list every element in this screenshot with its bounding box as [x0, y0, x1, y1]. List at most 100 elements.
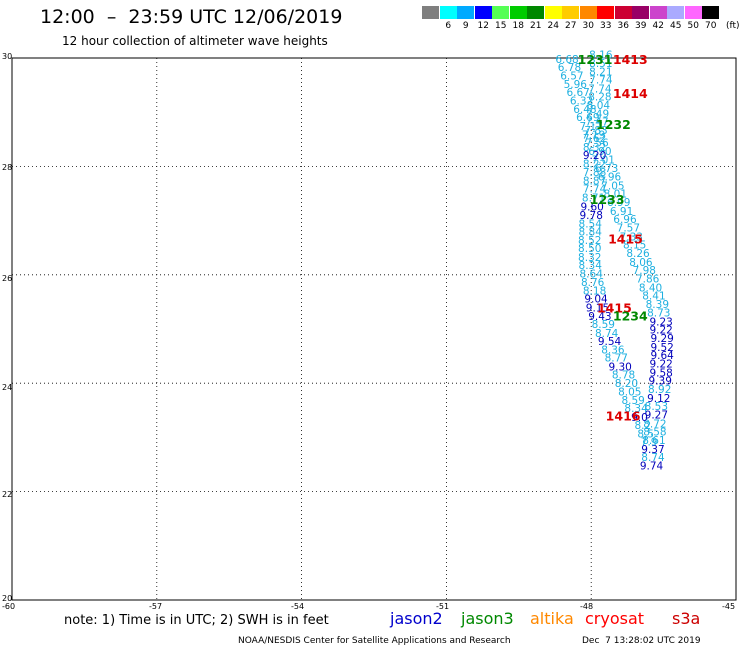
- x-tick-label: -51: [436, 602, 450, 611]
- pass-number-label: 1233: [590, 192, 625, 207]
- swh-value-label: 7.57: [617, 223, 640, 235]
- colorbar-swatch: [579, 6, 597, 19]
- swh-value-label: 6.69: [576, 112, 599, 124]
- pass-number-label: 1413: [613, 52, 648, 67]
- pass-number-label: 1415: [608, 231, 643, 246]
- colorbar-label: 6: [445, 21, 452, 31]
- swh-value-label: 9.15: [586, 302, 609, 314]
- colorbar-unit: (ft): [726, 21, 740, 31]
- swh-value-label: 7.74: [588, 83, 612, 95]
- swh-value-label: 9.54: [598, 336, 622, 348]
- swh-value-label: 7.01: [592, 154, 615, 166]
- swh-value-label: 9.30: [608, 361, 631, 373]
- swh-value-label: 8.74: [595, 328, 619, 340]
- colorbar-swatch: [562, 6, 579, 19]
- swh-value-label: 9.58: [649, 367, 672, 379]
- swh-value-label: 8.04: [587, 100, 611, 112]
- swh-value-label: 8.59: [621, 395, 644, 407]
- pass-number-label: 1234: [613, 308, 648, 323]
- swh-value-label: 7.88: [583, 167, 606, 179]
- altimeter-map: 6.686.786.575.966.676.326.486.697.177.19…: [11, 50, 737, 601]
- y-tick-label: 24: [2, 383, 13, 392]
- pass-number-label: 1231: [578, 52, 613, 67]
- swh-value-label: 8.64: [580, 269, 604, 281]
- footnote: note: 1) Time is in UTC; 2) SWH is in fe…: [64, 613, 329, 628]
- swh-value-label: 9.22: [649, 359, 672, 371]
- swh-value-label: 8.84: [579, 226, 603, 238]
- swh-value-label: 9.78: [580, 210, 603, 222]
- swh-value-label: 8.40: [639, 282, 662, 294]
- map-frame: [11, 57, 737, 601]
- colorbar-swatch: [474, 6, 492, 19]
- y-tick-label: 20: [2, 594, 13, 603]
- colorbar-label: 18: [512, 21, 524, 31]
- colorbar-label: 42: [652, 21, 664, 31]
- swh-value-label: 7.9: [641, 437, 658, 449]
- swh-value-label: 9.27: [645, 410, 668, 422]
- swh-value-label: 8.5: [637, 429, 654, 441]
- swh-value-label: 6.73: [595, 163, 618, 175]
- colorbar-swatch: [527, 6, 544, 19]
- swh-value-label: 6.67: [566, 87, 589, 99]
- legend-cryosat: cryosat: [585, 609, 645, 628]
- swh-value-label: 8.22: [583, 159, 606, 171]
- swh-value-label: 8.32: [578, 252, 601, 264]
- swh-value-label: 7.98: [633, 265, 656, 277]
- pass-number-label: 1415: [597, 300, 632, 315]
- swh-value-label: 7.47: [585, 116, 608, 128]
- swh-value-label: 6.57: [560, 70, 583, 82]
- swh-value-label: 8.78: [612, 370, 635, 382]
- colorbar-swatch: [702, 6, 719, 19]
- swh-value-label: 7.33: [620, 231, 643, 243]
- swh-value-label: 6.99: [607, 197, 630, 209]
- swh-value-label: 7.74: [589, 75, 613, 87]
- legend-jason2: jason2: [390, 609, 443, 628]
- x-tick-label: -48: [580, 602, 594, 611]
- swh-value-label: 8.28: [588, 91, 611, 103]
- colorbar-swatch: [544, 6, 562, 19]
- swh-value-label: 8.50: [578, 243, 601, 255]
- y-tick-label: 28: [2, 163, 13, 172]
- pass-number-label: 1414: [613, 86, 648, 101]
- swh-value-label: 8.34: [624, 403, 648, 415]
- x-tick-label: -60: [2, 602, 16, 611]
- swh-value-label: 9.22: [649, 325, 672, 337]
- colorbar-label: 12: [477, 21, 489, 31]
- swh-value-label: 8.73: [647, 308, 670, 320]
- swh-value-label: 6.96: [613, 214, 637, 226]
- swh-value-label: 9.74: [640, 461, 664, 473]
- colorbar-swatch: [457, 6, 474, 19]
- swh-value-label: 9.29: [650, 333, 673, 345]
- colorbar-swatch: [509, 6, 527, 19]
- x-tick-label: -57: [149, 602, 163, 611]
- swh-value-label: 9.12: [647, 393, 670, 405]
- x-tick-label: -45: [722, 602, 736, 611]
- swh-value-label: 8.72: [643, 418, 666, 430]
- pass-number-label: 1232: [596, 117, 631, 132]
- colorbar-swatch: [632, 6, 649, 19]
- swh-value-label: 9.39: [649, 375, 672, 387]
- swh-value-label: 8.54: [579, 218, 603, 230]
- swh-value-label: 6.91: [610, 206, 633, 218]
- colorbar-label: 27: [565, 21, 577, 31]
- swh-value-label: 8.16: [589, 50, 613, 62]
- swh-value-label: 8.41: [642, 290, 665, 302]
- colorbar-label: 21: [530, 21, 542, 31]
- map-grid: [11, 57, 737, 601]
- swh-value-label: 8.77: [605, 353, 628, 365]
- swh-value-label: 8.52: [578, 235, 601, 247]
- colorbar-label: 39: [635, 21, 647, 31]
- colorbar-swatch: [649, 6, 667, 19]
- swh-value-label: 8.59: [592, 319, 615, 331]
- y-tick-label: 30: [2, 52, 13, 61]
- swh-value-label: 7.49: [586, 108, 609, 120]
- swh-value-label: 8.2: [634, 420, 651, 432]
- x-tick-label: -54: [291, 602, 305, 611]
- swh-value-label: 8.05: [618, 386, 641, 398]
- swh-value-label: 9.20: [583, 150, 606, 162]
- swh-value-label: 8.26: [626, 248, 650, 260]
- generated-timestamp: Dec 7 13:28:02 UTC 2019: [582, 636, 701, 646]
- legend-altika: altika: [530, 609, 574, 628]
- colorbar-swatch: [439, 6, 457, 19]
